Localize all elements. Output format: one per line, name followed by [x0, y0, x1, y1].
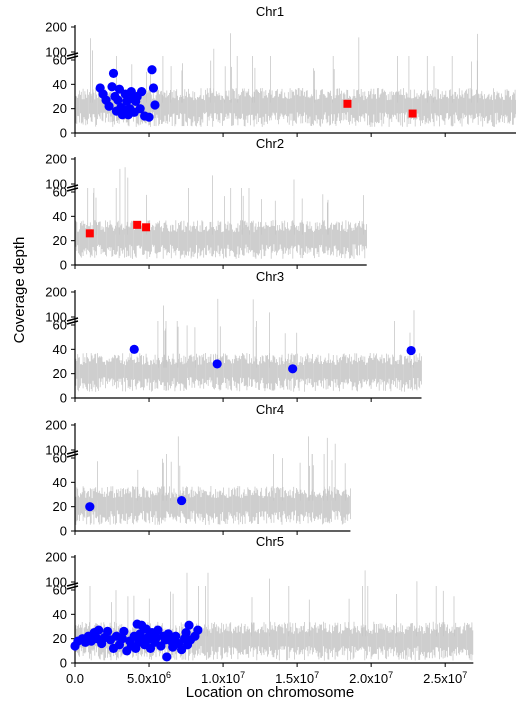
blue-point — [102, 626, 113, 636]
red-point — [133, 220, 142, 229]
x-tick-label: 5.0x106 — [127, 670, 171, 686]
panel-title: Chr5 — [256, 534, 284, 549]
blue-point — [94, 625, 104, 635]
y-tick-label: 60 — [53, 583, 67, 598]
y-tick-label: 100 — [45, 575, 67, 590]
blue-point — [212, 359, 222, 369]
panel-chr4: 100 200 0 20 40 60 Chr4 — [45, 402, 351, 539]
blue-point — [135, 104, 145, 114]
y-tick-label: 40 — [53, 77, 67, 92]
y-tick-label: 0 — [60, 656, 67, 671]
y-axis-label: Coverage depth — [11, 237, 28, 344]
blue-point — [113, 95, 123, 105]
axis-break-mark — [66, 184, 79, 189]
blue-point — [119, 626, 129, 636]
red-point — [142, 223, 151, 232]
blue-point — [107, 82, 117, 92]
panels-group: 1002000204060Chr11002000204060Chr2100200… — [45, 4, 516, 671]
blue-point — [181, 627, 191, 638]
blue-point — [162, 652, 172, 662]
y-tick-label: 40 — [53, 475, 67, 490]
x-tick-label: 1.0x107 — [201, 670, 245, 686]
coverage-trace — [74, 167, 367, 259]
panel-chr1: 100 200 0 20 40 60 Chr1 — [45, 4, 516, 141]
y-tick-label: 40 — [53, 342, 67, 357]
axis-break-mark — [66, 187, 79, 192]
blue-point — [193, 625, 203, 635]
y-tick-label: 100 — [45, 443, 67, 458]
red-point — [408, 109, 417, 118]
x-tick-label: 1.5x107 — [275, 670, 319, 686]
blue-point — [151, 632, 162, 643]
blue-point — [147, 65, 157, 75]
y-tick-label: 20 — [53, 101, 67, 116]
y-tick-label: 200 — [45, 20, 67, 35]
y-tick-label: 20 — [53, 366, 67, 381]
y-tick-label: 20 — [53, 631, 67, 646]
blue-point — [406, 345, 416, 356]
blue-point — [137, 87, 147, 97]
axis-break-mark — [66, 317, 79, 322]
x-axis-ticks: 0.0 5.0x106 1.0x107 1.5x107 2.0x107 2.5x107 — [66, 670, 467, 686]
x-tick-label: 2.5x107 — [423, 670, 467, 686]
blue-point — [288, 364, 298, 374]
axis-break-mark — [66, 55, 79, 60]
panel-title: Chr4 — [256, 402, 284, 417]
y-tick-label: 60 — [53, 318, 67, 333]
y-tick-label: 40 — [53, 209, 67, 224]
y-tick-label: 60 — [53, 451, 67, 466]
blue-point — [177, 495, 187, 506]
coverage-trace — [74, 298, 422, 392]
red-point — [343, 99, 352, 108]
y-tick-label: 40 — [53, 607, 67, 622]
y-tick-label: 100 — [45, 45, 67, 60]
blue-point — [104, 101, 114, 111]
panel-title: Chr1 — [256, 4, 284, 19]
axis-break-mark — [66, 585, 79, 590]
y-tick-label: 100 — [45, 177, 67, 192]
blue-point — [184, 620, 194, 630]
panel-chr5: 100 200 0 20 40 60 Chr5 — [45, 534, 474, 671]
y-tick-label: 20 — [53, 233, 67, 248]
blue-point — [150, 100, 160, 110]
y-tick-label: 20 — [53, 499, 67, 514]
x-tick-label: 0.0 — [66, 671, 84, 686]
blue-point — [171, 631, 181, 641]
panel-chr2: 100 200 0 20 40 60 Chr2 — [45, 136, 367, 273]
axis-break-mark — [66, 582, 79, 587]
panel-title: Chr3 — [256, 269, 284, 284]
coverage-trace — [74, 436, 351, 525]
axis-break-mark — [66, 450, 79, 455]
axis-break-mark — [66, 52, 79, 57]
blue-point — [163, 629, 173, 639]
blue-point — [85, 502, 95, 512]
x-tick-label: 2.0x107 — [349, 670, 393, 686]
y-tick-label: 100 — [45, 310, 67, 325]
y-tick-label: 60 — [53, 185, 67, 200]
panel-chr3: 100 200 0 20 40 60 Chr3 — [45, 269, 422, 406]
blue-point — [153, 625, 163, 635]
red-point — [85, 229, 94, 238]
y-tick-label: 60 — [53, 53, 67, 68]
y-tick-label: 0 — [60, 524, 67, 539]
blue-point — [144, 112, 154, 122]
y-tick-label: 0 — [60, 126, 67, 141]
y-tick-label: 200 — [45, 285, 67, 300]
y-tick-label: 0 — [60, 258, 67, 273]
y-tick-label: 200 — [45, 418, 67, 433]
y-tick-label: 0 — [60, 391, 67, 406]
blue-point — [117, 634, 127, 644]
blue-point — [148, 83, 159, 93]
panel-title: Chr2 — [256, 136, 284, 151]
axis-break-mark — [66, 453, 79, 458]
blue-point — [129, 344, 139, 354]
x-axis-label: Location on chromosome — [186, 684, 354, 701]
y-tick-label: 200 — [45, 550, 67, 565]
y-tick-label: 200 — [45, 152, 67, 167]
axis-break-mark — [66, 320, 79, 325]
blue-point — [108, 68, 119, 78]
